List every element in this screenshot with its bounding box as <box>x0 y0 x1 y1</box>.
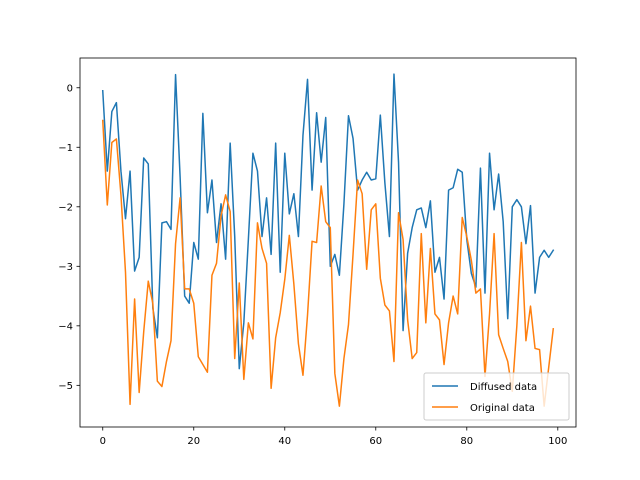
legend-box <box>423 372 570 421</box>
x-tick-label-0: 0 <box>100 436 106 447</box>
x-tick-label-3: 60 <box>369 436 382 447</box>
series-line-0 <box>101 73 555 370</box>
x-tick-label-2: 40 <box>278 436 291 447</box>
plot-frame <box>79 57 577 428</box>
x-axis: 0 20 40 60 80 100 <box>100 427 567 447</box>
y-axis: 0 −1 −2 −3 −4 −5 <box>58 83 80 392</box>
y-tick-label-5: −5 <box>58 381 73 392</box>
legend: Diffused data Original data <box>423 372 570 421</box>
series-line-1 <box>101 119 555 407</box>
y-tick-label-0: 0 <box>67 83 73 94</box>
y-tick-label-1: −1 <box>58 143 73 154</box>
x-tick-label-1: 20 <box>187 436 200 447</box>
legend-label-original: Original data <box>470 403 535 414</box>
x-tick-label-5: 100 <box>548 436 567 447</box>
legend-label-diffused: Diffused data <box>470 382 537 393</box>
y-tick-label-2: −2 <box>58 202 73 213</box>
y-tick-label-3: −3 <box>58 262 73 273</box>
y-tick-label-4: −4 <box>58 321 73 332</box>
series-layer <box>101 73 555 407</box>
x-tick-label-4: 80 <box>460 436 473 447</box>
